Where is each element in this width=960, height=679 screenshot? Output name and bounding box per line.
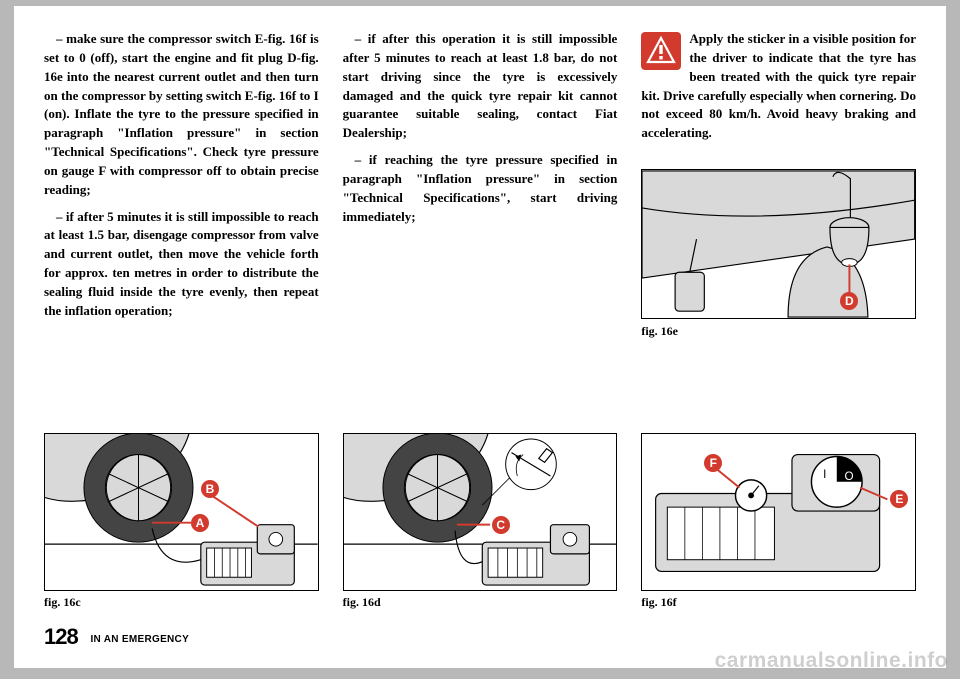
- page-number: 128: [44, 624, 78, 649]
- warning-text: Apply the sticker in a visible position …: [641, 30, 916, 143]
- marker-b: B: [201, 480, 219, 498]
- figure-16c-box: B A: [44, 433, 319, 591]
- watermark: carmanualsonline.info: [715, 649, 948, 673]
- svg-text:I: I: [823, 468, 826, 481]
- figure-16f-caption: fig. 16f: [641, 595, 916, 610]
- col1-para1: – make sure the compressor switch E-fig.…: [44, 30, 319, 200]
- warning-block: Apply the sticker in a visible position …: [641, 30, 916, 143]
- figure-16d-box: C: [343, 433, 618, 591]
- column-2: – if after this operation it is still im…: [343, 30, 618, 425]
- figure-16f: I O F E fig. 16f: [641, 433, 916, 610]
- section-name: IN AN EMERGENCY: [90, 634, 189, 645]
- figure-16d-caption: fig. 16d: [343, 595, 618, 610]
- figure-16c-caption: fig. 16c: [44, 595, 319, 610]
- figure-16e-caption: fig. 16e: [641, 323, 916, 340]
- page-footer: 128 IN AN EMERGENCY: [44, 624, 189, 650]
- figure-16e-box: D: [641, 169, 916, 319]
- figure-16e: D fig. 16e: [641, 169, 916, 340]
- figure-16c: B A fig. 16c: [44, 433, 319, 610]
- text-columns: – make sure the compressor switch E-fig.…: [44, 30, 916, 425]
- col2-para1: – if after this operation it is still im…: [343, 30, 618, 143]
- figure-16d: C fig. 16d: [343, 433, 618, 610]
- figure-16f-box: I O F E: [641, 433, 916, 591]
- marker-a: A: [191, 514, 209, 532]
- marker-c: C: [492, 516, 510, 534]
- svg-text:O: O: [845, 470, 854, 483]
- manual-page: – make sure the compressor switch E-fig.…: [14, 6, 946, 668]
- col1-para2: – if after 5 minutes it is still impossi…: [44, 208, 319, 321]
- warning-icon: [641, 32, 681, 70]
- col2-para2: – if reaching the tyre pressure specifie…: [343, 151, 618, 226]
- column-1: – make sure the compressor switch E-fig.…: [44, 30, 319, 425]
- figure-row: B A fig. 16c: [44, 433, 916, 610]
- column-3: Apply the sticker in a visible position …: [641, 30, 916, 425]
